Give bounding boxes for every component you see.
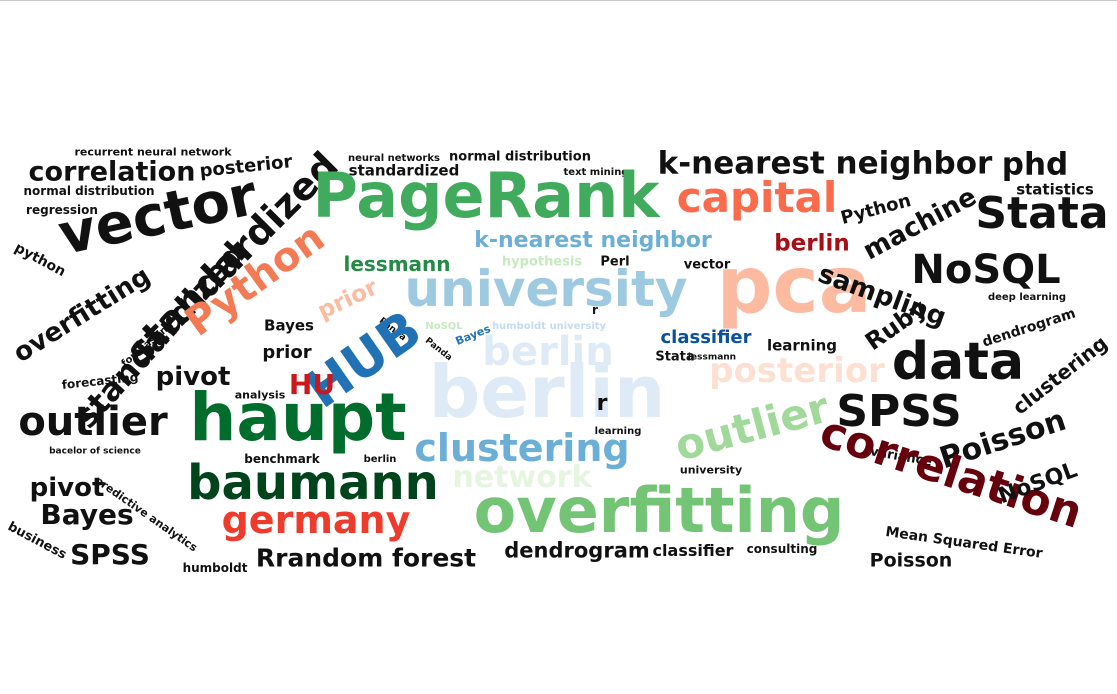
word-stata: Stata [655,349,695,365]
word-germany: germany [221,498,411,542]
word-python: python [11,239,69,281]
word-haupt: haupt [189,379,407,456]
word-bayes: Bayes [40,498,134,531]
word-perl: Perl [600,254,630,270]
word-neural-networks: neural networks [348,153,440,164]
word-r: r [592,303,598,317]
word-nosql: NoSQL [911,247,1061,293]
word-outlier: outlier [18,399,168,445]
word-dendrogram: dendrogram [504,538,650,563]
word-capital: capital [676,173,838,222]
word-text-mining: text mining [563,167,629,178]
word-posterior: posterior [709,351,885,391]
word-spss: SPSS [70,538,150,571]
word-r: r [596,391,608,416]
top-border [0,0,1117,1]
word-statistics: statistics [1016,180,1094,199]
word-baumann: baumann [187,455,439,511]
word-k-nearest-neighbor: k-nearest neighbor [474,228,712,253]
word-pivot: pivot [29,473,105,503]
word-clustering: clustering [414,426,630,470]
word-deep-learning: deep learning [987,292,1067,303]
word-bacelor-of-science: bacelor of science [49,446,141,457]
word-classifier: classifier [652,541,734,560]
word-bayes: Bayes [264,316,314,335]
word-hypothesis: hypothesis [501,254,583,270]
word-pca: pca [716,241,872,331]
word-berlin: berlin [363,454,397,465]
word-hu: HU [288,368,336,401]
word-standardized: standardized [348,161,460,180]
word-outlier: outlier [669,382,834,471]
word-university: university [404,260,688,318]
word-normal-distribution: normal distribution [23,184,155,198]
word-correlation: correlation [28,156,196,188]
word-vector: vector [683,257,731,273]
word-prior: prior [262,342,312,363]
word-consulting: consulting [746,542,818,556]
word-classifier: classifier [660,327,752,348]
word-data: data [891,332,1025,392]
word-recurrent-neural-network: recurrent neural network [74,145,232,159]
word-k-nearest-neighbor: k-nearest neighbor [657,145,993,182]
word-lessmann: lessmann [343,252,451,276]
word-rrandom-forest: Rrandom forest [255,543,477,573]
word-lessmann: lessmann [687,352,737,363]
word-benchmark: benchmark [244,452,320,466]
word-normal-distribution: normal distribution [449,149,591,165]
word-analysis: analysis [234,388,286,402]
word-poisson: Poisson [869,549,953,572]
word-berlin: berlin [774,230,850,257]
word-phd: phd [1001,146,1069,183]
word-learning: learning [766,336,838,355]
word-humboldt: humboldt [182,561,248,575]
word-berlin: berlin [428,350,666,434]
word-pagerank: PageRank [312,159,660,232]
word-berlin: berlin [482,329,614,375]
word-overfitting: overfitting [473,474,845,547]
word-learning: learning [594,426,642,437]
word-humboldt-university: humboldt university [491,321,607,332]
word-stata: Stata [975,188,1109,239]
word-university: university [679,463,743,477]
word-pivot: pivot [155,362,231,392]
word-spss: SPSS [836,386,962,437]
word-regression: regression [26,203,98,217]
word-nosql: NoSQL [425,321,463,332]
word-network: network [452,460,592,495]
